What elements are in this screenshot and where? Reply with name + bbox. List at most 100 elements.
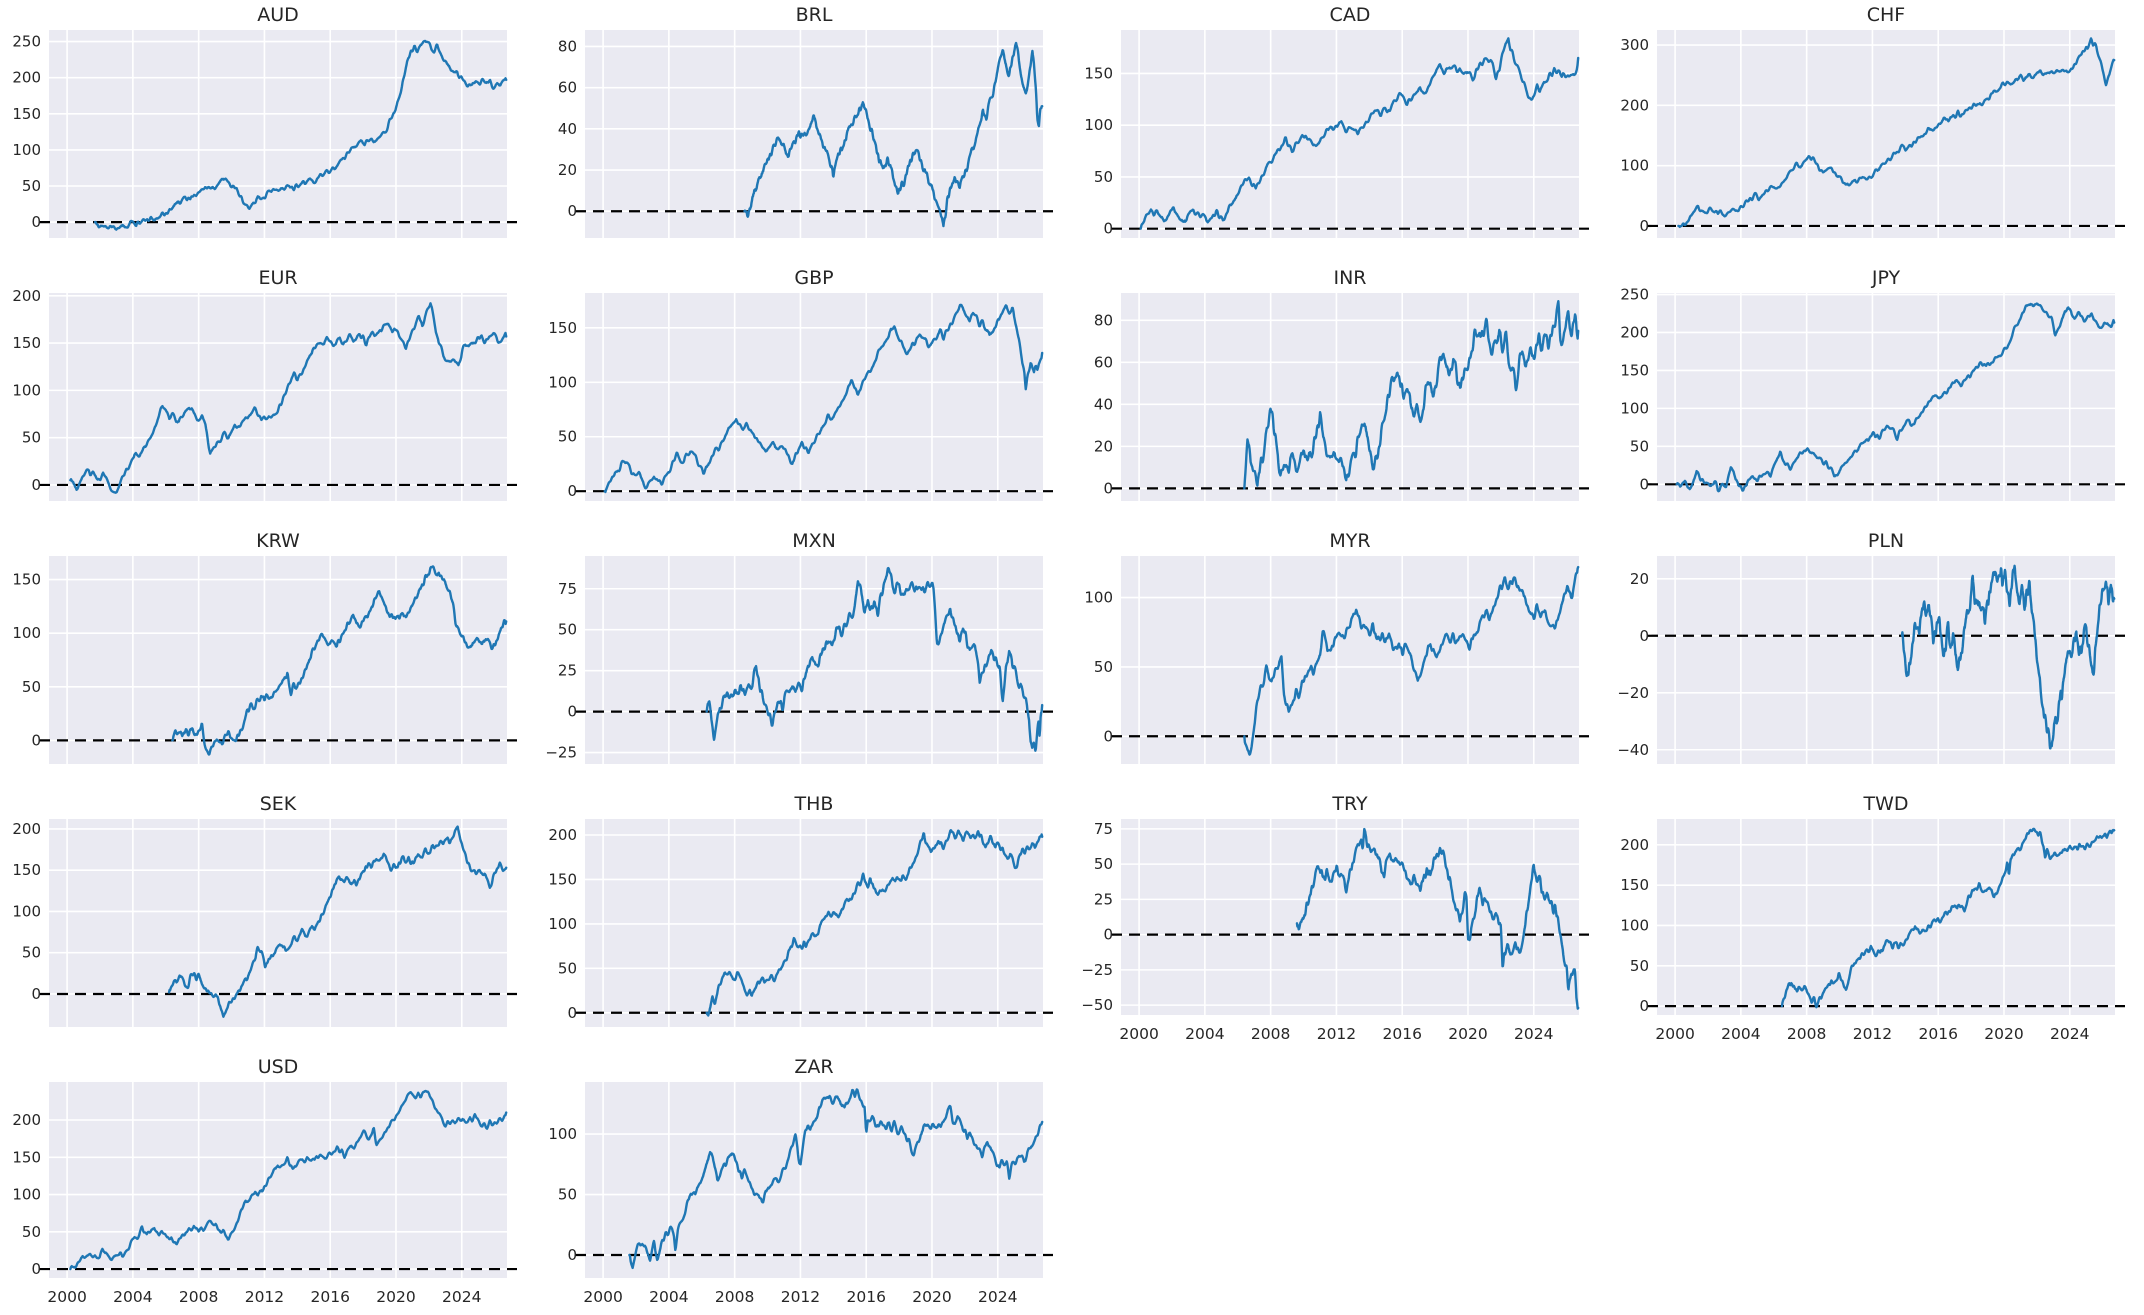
chart-mxn: −25 0 25 50 75 MXN: [545, 530, 1053, 764]
chart-title: GBP: [794, 267, 833, 289]
chart-title: AUD: [257, 4, 299, 26]
y-tick-label: 50: [22, 944, 41, 962]
chart-title: JPY: [1871, 267, 1901, 289]
chart-aud: 0 50 100 150 200 250 AUD: [12, 4, 517, 238]
y-tick-label: 75: [1094, 820, 1113, 838]
chart-myr: 0 50 100 MYR: [1084, 530, 1589, 764]
chart-cell-inr: 0 20 40 60 80 INR: [1072, 263, 1608, 526]
y-tick-label: 20: [1094, 437, 1113, 455]
y-tick-label: 100: [1084, 116, 1113, 134]
chart-title: TRY: [1331, 793, 1368, 815]
chart-title: CAD: [1330, 4, 1371, 26]
y-tick-label: 100: [12, 141, 41, 159]
x-tick-label: 2000: [583, 1288, 622, 1306]
y-tick-label: 200: [12, 69, 41, 87]
y-tick-label: 0: [567, 1246, 577, 1264]
y-tick-label: 250: [1620, 286, 1649, 304]
y-tick-label: 100: [1620, 157, 1649, 175]
y-tick-label: 0: [31, 731, 41, 749]
y-tick-label: 100: [1084, 589, 1113, 607]
y-tick-label: 150: [12, 105, 41, 123]
x-tick-label: 2004: [1185, 1025, 1224, 1043]
chart-title: MYR: [1329, 530, 1370, 552]
chart-sek: 0 50 100 150 200 SEK: [12, 793, 517, 1027]
plot-area: [1657, 556, 2115, 764]
chart-try: −50 −25 0 25 50 75 2000 2004 2008 2012 2016 2020 202…: [1081, 793, 1589, 1043]
y-tick-label: 100: [1620, 916, 1649, 934]
x-tick-label: 2000: [1655, 1025, 1694, 1043]
y-tick-label: −20: [1617, 684, 1649, 702]
x-tick-label: 2020: [1984, 1025, 2023, 1043]
y-tick-label: 25: [1094, 890, 1113, 908]
plot-area: [49, 293, 507, 501]
x-tick-label: 2020: [376, 1288, 415, 1306]
y-tick-label: 100: [12, 902, 41, 920]
chart-cell-gbp: 0 50 100 150 GBP: [536, 263, 1072, 526]
chart-jpy: 0 50 100 150 200 250 JPY: [1620, 267, 2125, 501]
x-tick-label: 2024: [2050, 1025, 2089, 1043]
y-tick-label: 300: [1620, 36, 1649, 54]
x-tick-label: 2004: [649, 1288, 688, 1306]
chart-cell-thb: 0 50 100 150 200 THB: [536, 789, 1072, 1052]
plot-area: [1657, 819, 2115, 1015]
y-tick-label: 0: [31, 476, 41, 494]
plot-area: [585, 30, 1043, 238]
chart-cell-jpy: 0 50 100 150 200 250 JPY: [1608, 263, 2144, 526]
y-tick-label: 20: [1630, 570, 1649, 588]
plot-area: [1657, 293, 2115, 501]
y-tick-label: 150: [12, 1148, 41, 1166]
y-tick-label: 60: [558, 79, 577, 97]
y-tick-label: 40: [1094, 395, 1113, 413]
chart-brl: 0 20 40 60 80 BRL: [558, 4, 1053, 238]
chart-cell-mxn: −25 0 25 50 75 MXN: [536, 526, 1072, 789]
chart-gbp: 0 50 100 150 GBP: [548, 267, 1053, 501]
y-tick-label: 200: [12, 287, 41, 305]
y-tick-label: 50: [1630, 957, 1649, 975]
y-tick-label: 50: [1630, 437, 1649, 455]
plot-area: [1121, 30, 1579, 238]
y-tick-label: 150: [1084, 64, 1113, 82]
plot-area: [585, 819, 1043, 1027]
chart-title: PLN: [1868, 530, 1904, 552]
y-tick-label: 100: [12, 624, 41, 642]
y-tick-label: 20: [558, 161, 577, 179]
plot-area: [1121, 556, 1579, 764]
series-line-inr: [1243, 300, 1580, 490]
series-line-krw: [171, 565, 508, 756]
plot-area: [1121, 819, 1579, 1015]
chart-eur: 0 50 100 150 200 EUR: [12, 267, 517, 501]
plot-area: [49, 30, 507, 238]
x-tick-label: 2000: [1119, 1025, 1158, 1043]
y-tick-label: 200: [1620, 836, 1649, 854]
y-tick-label: 100: [548, 1125, 577, 1143]
x-tick-label: 2016: [846, 1288, 885, 1306]
series-line-pln: [1900, 564, 2116, 750]
series-line-thb: [705, 829, 1044, 1017]
x-tick-label: 2004: [113, 1288, 152, 1306]
chart-cell-twd: 0 50 100 150 200 2000 2004 2008 2012 2016 2020 2024…: [1608, 789, 2144, 1052]
y-tick-label: 0: [1103, 479, 1113, 497]
y-tick-label: 0: [31, 985, 41, 1003]
y-tick-label: 0: [1639, 627, 1649, 645]
y-tick-label: 50: [22, 429, 41, 447]
plot-area: [49, 1082, 507, 1278]
series-line-sek: [167, 825, 508, 1018]
chart-title: USD: [258, 1056, 299, 1078]
y-tick-label: 0: [1639, 217, 1649, 235]
y-tick-label: 150: [548, 319, 577, 337]
chart-title: SEK: [260, 793, 297, 815]
y-tick-label: 100: [548, 373, 577, 391]
chart-cell-sek: 0 50 100 150 200 SEK: [0, 789, 536, 1052]
chart-cell-chf: 0 100 200 300 CHF: [1608, 0, 2144, 263]
y-tick-label: 50: [558, 1186, 577, 1204]
y-tick-label: −50: [1081, 996, 1113, 1014]
x-tick-label: 2016: [310, 1288, 349, 1306]
chart-usd: 0 50 100 150 200 2000 2004 2008 2012 2016 2020 2024…: [12, 1056, 517, 1306]
chart-pln: −40 −20 0 20 PLN: [1617, 530, 2125, 764]
series-line-brl: [743, 41, 1044, 228]
y-tick-label: 75: [558, 580, 577, 598]
series-line-zar: [628, 1088, 1044, 1270]
chart-title: INR: [1333, 267, 1366, 289]
y-tick-label: 250: [12, 33, 41, 51]
y-tick-label: 40: [558, 120, 577, 138]
